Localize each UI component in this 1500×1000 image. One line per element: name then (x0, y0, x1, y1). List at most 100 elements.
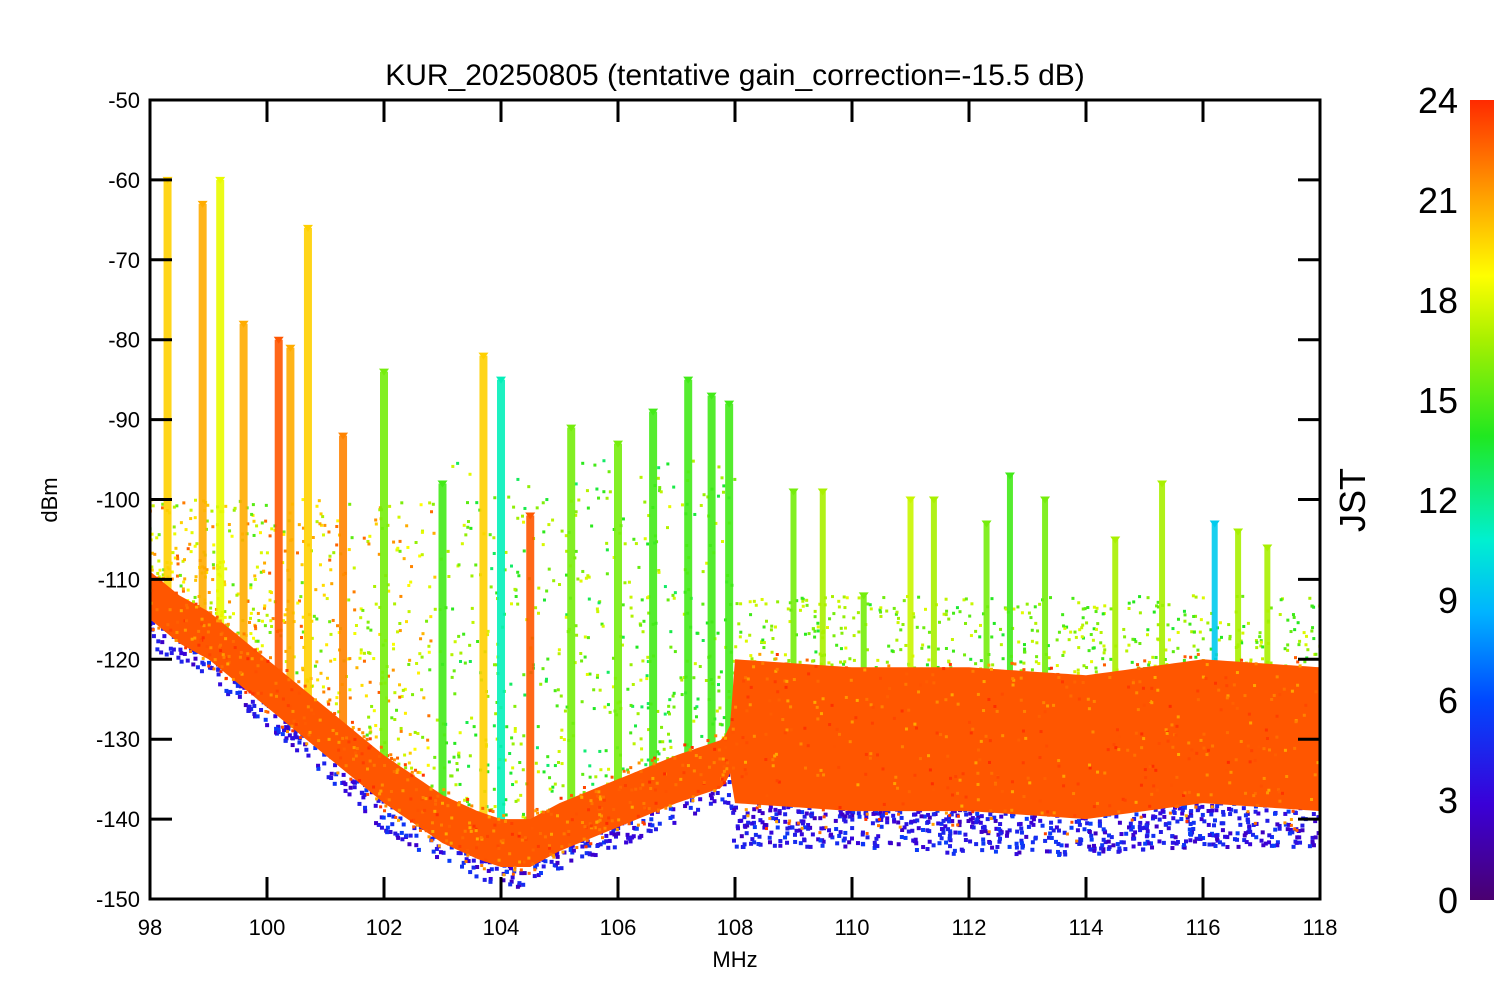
noise-floor-point (194, 605, 198, 609)
signal-cloud-point (328, 698, 332, 702)
signal-cloud-point (895, 638, 899, 642)
lower-envelope-point (1057, 819, 1062, 824)
noise-floor-point (560, 845, 564, 849)
noise-floor-point (1103, 771, 1107, 775)
noise-floor-point (1262, 776, 1266, 780)
lower-envelope-point (466, 859, 471, 864)
lower-envelope-point (947, 836, 952, 841)
noise-floor-point (517, 834, 521, 838)
signal-cloud-point (522, 549, 526, 553)
lower-envelope-point (1106, 839, 1111, 844)
signal-peak (1042, 499, 1049, 753)
noise-floor-point (242, 632, 246, 636)
noise-floor-point (819, 712, 823, 716)
signal-cloud-point (672, 691, 676, 695)
lower-envelope-point (612, 845, 617, 850)
noise-floor-point (1205, 663, 1209, 667)
signal-cloud-point (270, 624, 274, 628)
noise-floor-point (1278, 799, 1282, 803)
signal-cloud-point (421, 735, 425, 739)
peak-marker (437, 480, 448, 488)
noise-floor-point (816, 773, 820, 777)
lower-envelope-point (888, 841, 893, 846)
peak-marker (683, 376, 694, 384)
noise-floor-point (707, 765, 711, 769)
signal-cloud-point (181, 587, 185, 591)
signal-cloud-point (397, 515, 401, 519)
signal-cloud-point (319, 512, 323, 516)
signal-cloud-point (486, 763, 490, 767)
signal-cloud-point (326, 700, 330, 704)
noise-floor-point (788, 819, 792, 823)
signal-cloud-point (364, 694, 368, 698)
noise-floor-point (550, 835, 554, 839)
noise-floor-point (1209, 793, 1213, 797)
signal-cloud-point (894, 612, 898, 616)
signal-cloud-point (629, 731, 633, 735)
noise-floor-point (305, 742, 309, 746)
signal-cloud-point (607, 767, 611, 771)
noise-floor-point (403, 763, 407, 767)
noise-floor-point (575, 812, 579, 816)
lower-envelope-point (168, 646, 173, 651)
noise-floor-point (231, 639, 235, 643)
signal-cloud-point (672, 485, 676, 489)
signal-cloud-point (1182, 659, 1186, 663)
signal-cloud-point (1091, 646, 1095, 650)
noise-floor-point (1142, 703, 1146, 707)
lower-envelope-point (1087, 844, 1092, 849)
lower-envelope-point (768, 804, 773, 809)
noise-floor-point (1185, 819, 1189, 823)
noise-floor-point (1195, 751, 1199, 755)
lower-envelope-point (1053, 839, 1058, 844)
lower-envelope-point (758, 818, 763, 823)
noise-floor-point (1187, 757, 1191, 761)
lower-envelope-point (981, 841, 986, 846)
signal-cloud-point (268, 598, 272, 602)
signal-cloud-point (1241, 594, 1245, 598)
signal-cloud-point (714, 521, 718, 525)
signal-cloud-point (944, 646, 948, 650)
lower-envelope-point (458, 851, 463, 856)
signal-cloud-point (944, 597, 948, 601)
signal-cloud-point (536, 770, 540, 774)
signal-cloud-point (852, 616, 856, 620)
lower-envelope-point (957, 830, 962, 835)
noise-floor-point (463, 829, 467, 833)
noise-floor-point (1091, 730, 1095, 734)
noise-floor-point (168, 608, 172, 612)
noise-floor-point (775, 667, 779, 671)
lower-envelope-point (1029, 820, 1034, 825)
lower-envelope-point (720, 797, 725, 802)
signal-cloud-point (514, 780, 518, 784)
noise-floor-point (403, 774, 407, 778)
noise-floor-point (1225, 731, 1229, 735)
signal-cloud-point (535, 506, 539, 510)
noise-floor-point (1087, 707, 1091, 711)
signal-cloud-point (990, 597, 994, 601)
signal-cloud-point (457, 751, 461, 755)
lower-envelope-point (1193, 839, 1198, 844)
signal-cloud-point (393, 718, 397, 722)
signal-cloud-point (627, 580, 631, 584)
lower-envelope-point (902, 825, 907, 830)
signal-cloud-point (260, 521, 264, 525)
signal-cloud-point (559, 735, 563, 739)
signal-cloud-point (698, 665, 702, 669)
noise-floor-point (1276, 788, 1280, 792)
signal-cloud-point (393, 691, 397, 695)
lower-envelope-point (488, 879, 493, 884)
noise-floor-point (435, 813, 439, 817)
lower-envelope-point (762, 825, 767, 830)
signal-cloud-point (318, 563, 322, 567)
signal-peak (819, 491, 826, 746)
signal-cloud-point (879, 614, 883, 618)
signal-cloud-point (450, 675, 454, 679)
noise-floor-point (623, 784, 627, 788)
noise-floor-point (327, 737, 331, 741)
noise-floor-point (765, 827, 769, 831)
noise-floor-point (1240, 658, 1244, 662)
noise-floor-point (944, 811, 948, 815)
signal-cloud-point (404, 766, 408, 770)
signal-cloud-point (1201, 637, 1205, 641)
